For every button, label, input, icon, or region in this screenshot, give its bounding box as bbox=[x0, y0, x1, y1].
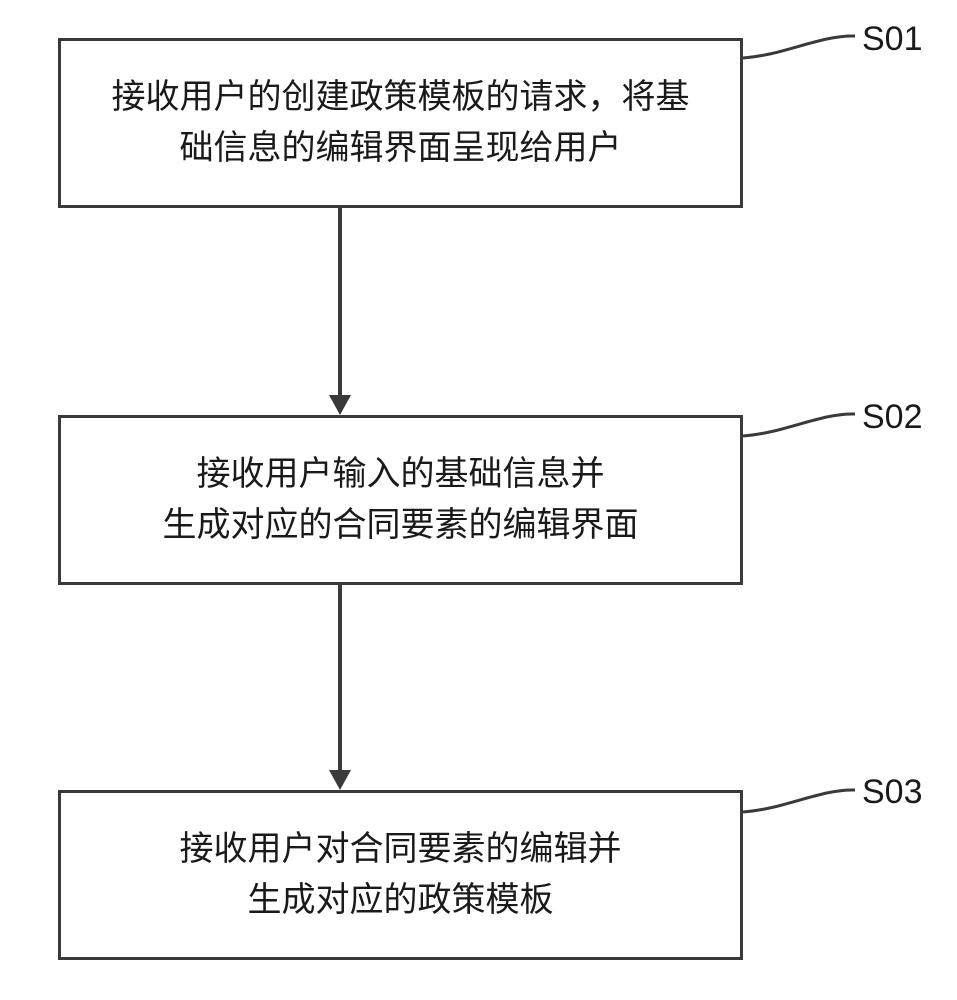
flow-node-text: 接收用户对合同要素的编辑并 生成对应的政策模板 bbox=[180, 824, 622, 926]
step-label-s03: S03 bbox=[862, 773, 923, 812]
flow-node-text: 接收用户输入的基础信息并 生成对应的合同要素的编辑界面 bbox=[163, 449, 639, 551]
step-label-s02: S02 bbox=[862, 398, 923, 437]
flow-node-text: 接收用户的创建政策模板的请求，将基 础信息的编辑界面呈现给用户 bbox=[112, 72, 690, 174]
flow-node-s01: 接收用户的创建政策模板的请求，将基 础信息的编辑界面呈现给用户 bbox=[58, 38, 743, 208]
step-label-s01: S01 bbox=[862, 20, 923, 59]
flow-node-s03: 接收用户对合同要素的编辑并 生成对应的政策模板 bbox=[58, 790, 743, 960]
flowchart-stage: 接收用户的创建政策模板的请求，将基 础信息的编辑界面呈现给用户 接收用户输入的基… bbox=[0, 0, 957, 1000]
flow-node-s02: 接收用户输入的基础信息并 生成对应的合同要素的编辑界面 bbox=[58, 415, 743, 585]
